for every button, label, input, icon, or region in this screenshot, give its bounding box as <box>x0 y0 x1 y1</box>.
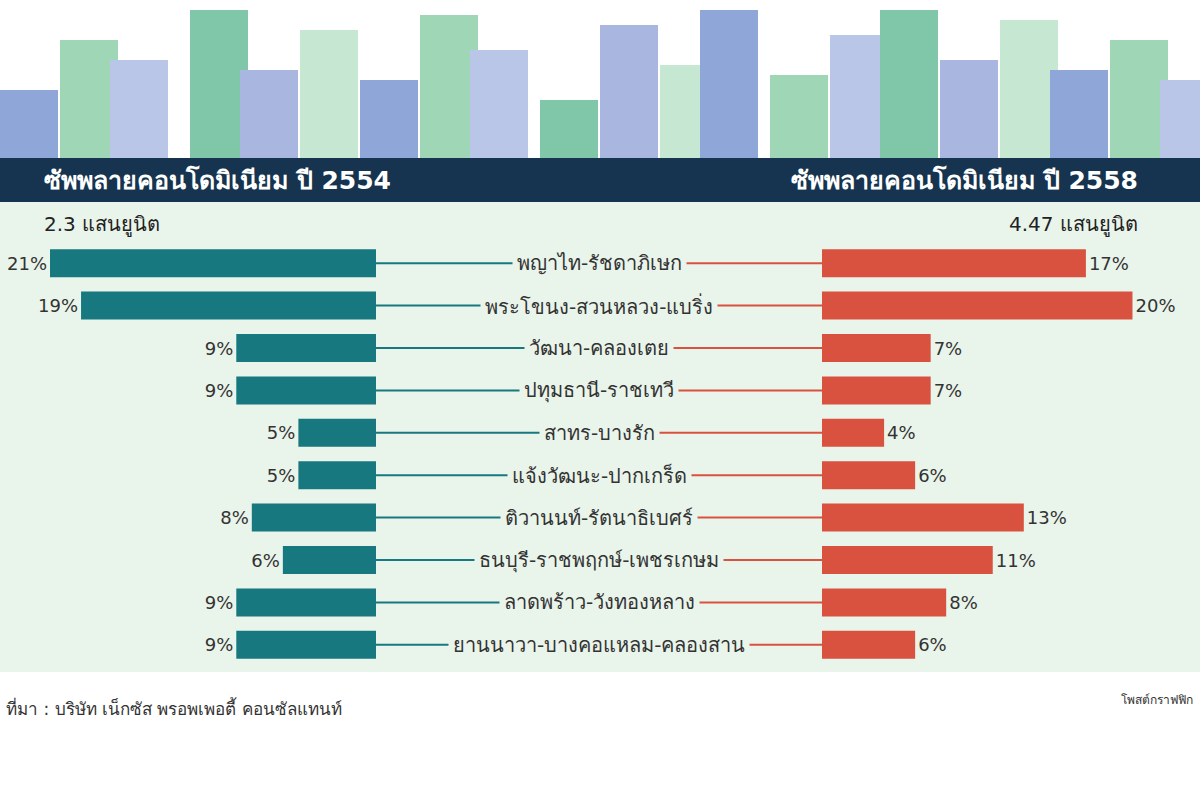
svg-text:5%: 5% <box>267 422 296 443</box>
svg-text:6%: 6% <box>918 465 947 486</box>
svg-text:2.3 แสนยูนิต: 2.3 แสนยูนิต <box>44 212 160 237</box>
svg-text:9%: 9% <box>205 634 234 655</box>
svg-text:ซัพพลายคอนโดมิเนียม ปี 2554: ซัพพลายคอนโดมิเนียม ปี 2554 <box>44 165 391 195</box>
svg-text:7%: 7% <box>934 380 963 401</box>
svg-text:6%: 6% <box>918 634 947 655</box>
svg-text:สาทร-บางรัก: สาทร-บางรัก <box>544 421 655 445</box>
svg-text:20%: 20% <box>1135 295 1175 316</box>
svg-text:วัฒนา-คลองเตย: วัฒนา-คลองเตย <box>529 336 669 360</box>
svg-text:8%: 8% <box>220 507 249 528</box>
svg-text:6%: 6% <box>251 550 280 571</box>
svg-text:7%: 7% <box>934 338 963 359</box>
svg-text:9%: 9% <box>205 592 234 613</box>
svg-text:โพสต์กราฟฟิก: โพสต์กราฟฟิก <box>1121 693 1193 707</box>
svg-text:8%: 8% <box>949 592 978 613</box>
svg-text:21%: 21% <box>7 253 47 274</box>
svg-text:4%: 4% <box>887 422 916 443</box>
svg-text:13%: 13% <box>1027 507 1067 528</box>
svg-text:4.47 แสนยูนิต: 4.47 แสนยูนิต <box>1009 212 1138 237</box>
svg-text:9%: 9% <box>205 380 234 401</box>
svg-text:พญาไท-รัชดาภิเษก: พญาไท-รัชดาภิเษก <box>517 251 682 275</box>
svg-text:ยานนาวา-บางคอแหลม-คลองสาน: ยานนาวา-บางคอแหลม-คลองสาน <box>453 633 745 657</box>
svg-text:ลาดพร้าว-วังทองหลาง: ลาดพร้าว-วังทองหลาง <box>504 590 695 614</box>
svg-text:ที่มา : บริษัท เน็กซัส พรอพเพอ: ที่มา : บริษัท เน็กซัส พรอพเพอตี้ คอนซัล… <box>6 697 342 719</box>
svg-text:11%: 11% <box>996 550 1036 571</box>
svg-text:5%: 5% <box>267 465 296 486</box>
svg-text:19%: 19% <box>38 295 78 316</box>
svg-text:ซัพพลายคอนโดมิเนียม ปี 2558: ซัพพลายคอนโดมิเนียม ปี 2558 <box>791 165 1138 195</box>
svg-text:ปทุมธานี-ราชเทวี: ปทุมธานี-ราชเทวี <box>524 378 674 403</box>
svg-text:ธนบุรี-ราชพฤกษ์-เพชรเกษม: ธนบุรี-ราชพฤกษ์-เพชรเกษม <box>479 548 719 573</box>
svg-text:9%: 9% <box>205 338 234 359</box>
svg-text:ติวานนท์-รัตนาธิเบศร์: ติวานนท์-รัตนาธิเบศร์ <box>505 506 693 530</box>
svg-text:แจ้งวัฒนะ-ปากเกร็ด: แจ้งวัฒนะ-ปากเกร็ด <box>512 463 687 488</box>
svg-text:17%: 17% <box>1089 253 1129 274</box>
svg-text:พระโขนง-สวนหลวง-แบริ่ง: พระโขนง-สวนหลวง-แบริ่ง <box>485 293 713 319</box>
